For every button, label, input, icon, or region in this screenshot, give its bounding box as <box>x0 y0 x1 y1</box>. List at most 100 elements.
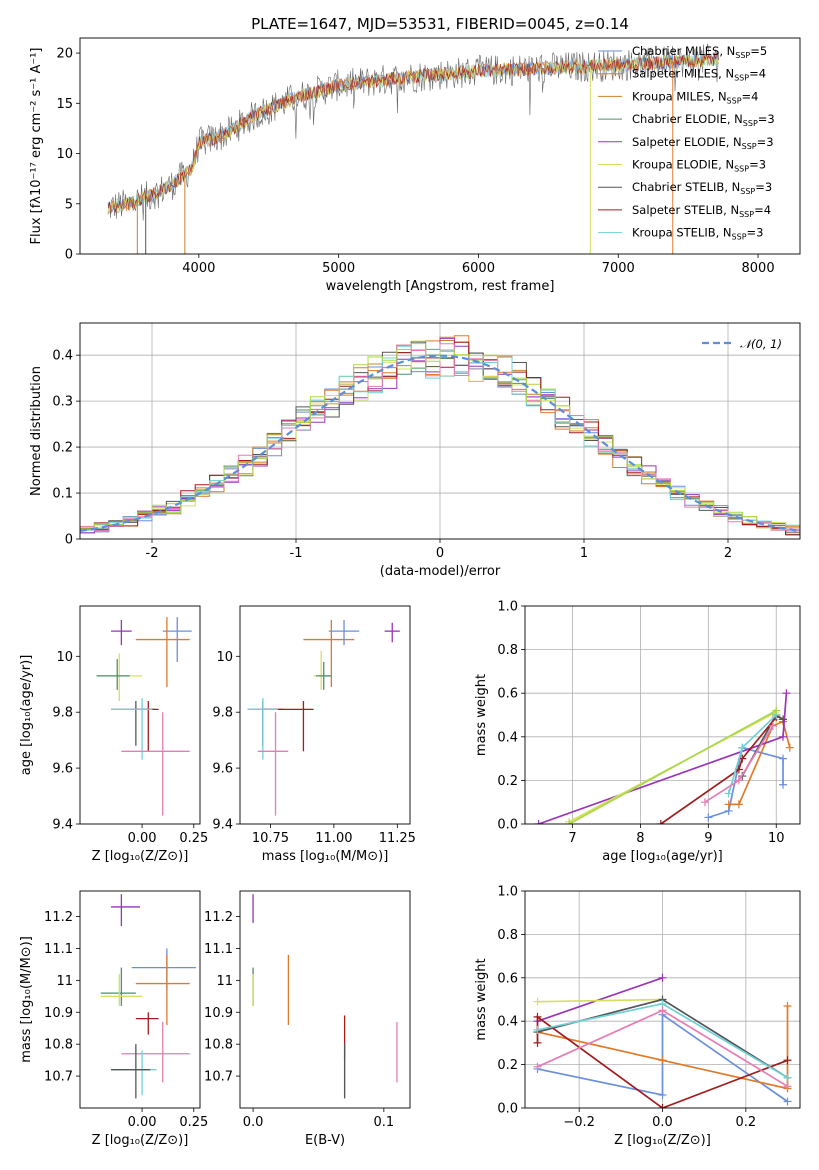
data-point <box>100 973 143 1006</box>
y-tick-label: 11.1 <box>204 942 233 957</box>
series-marker <box>656 820 665 824</box>
series-marker <box>533 1038 542 1047</box>
y-tick-label: 10.8 <box>204 1038 233 1053</box>
y-tick-label: 10.9 <box>204 1006 233 1021</box>
x-tick-label: 5000 <box>322 261 355 276</box>
series-marker <box>783 1002 792 1011</box>
legend-entry: Salpeter STELIB, NSSP=4 <box>632 203 771 219</box>
data-point <box>257 712 289 816</box>
x-tick-label: -1 <box>290 546 303 561</box>
data-point <box>135 1012 159 1035</box>
axes-frame <box>524 605 801 825</box>
plot-area-weight_vs_age <box>525 606 800 824</box>
y-tick-label: 11 <box>216 974 233 989</box>
axes-frame <box>79 890 201 1109</box>
legend-entry: Kroupa MILES, NSSP=4 <box>632 89 758 105</box>
series-marker <box>783 1056 792 1065</box>
series-marker <box>779 754 788 763</box>
series-marker <box>779 780 788 789</box>
series-marker <box>738 743 747 752</box>
x-axis-label: age [log₁₀(age/yr)] <box>602 849 723 864</box>
y-tick-label: 1.0 <box>497 600 518 615</box>
x-tick-label: 11.00 <box>315 831 352 846</box>
data-point <box>111 1044 151 1099</box>
series-marker <box>772 706 781 715</box>
y-tick-label: 10.7 <box>204 1070 233 1085</box>
series-marker <box>734 800 743 809</box>
axes-spectrum: 4000 5000 6000 7000 8000 0 5 10 15 20 wavelength [… <box>29 15 801 294</box>
x-tick-label: 8000 <box>742 261 775 276</box>
data-point <box>135 701 159 752</box>
plot-area-weight_vs_Z <box>525 891 800 1108</box>
data-point <box>384 622 400 643</box>
series-marker <box>724 800 733 809</box>
y-tick-label: 10 <box>56 147 73 162</box>
series-marker <box>785 743 794 752</box>
legend: 𝒩(0, 1) <box>702 337 782 351</box>
series-marker <box>779 715 788 724</box>
legend-entry: Salpeter MILES, NSSP=4 <box>632 67 766 83</box>
plot-area-spectrum <box>107 43 719 254</box>
x-tick-label: 10.75 <box>252 831 289 846</box>
data-point <box>328 619 360 646</box>
series-line <box>537 998 663 1003</box>
y-tick-label: 0.8 <box>497 643 518 658</box>
x-tick-label: 1 <box>580 546 588 561</box>
x-tick-label: 2 <box>724 546 732 561</box>
x-tick-label: 0.1 <box>374 1115 395 1130</box>
data-point <box>313 650 332 690</box>
x-axis-label: Z [log₁₀(Z/Z⊙)] <box>92 1133 189 1148</box>
data-point <box>262 701 314 752</box>
x-tick-label: 9 <box>704 831 712 846</box>
x-tick-label: 0 <box>436 546 444 561</box>
series-marker <box>658 1056 667 1065</box>
series-line <box>660 716 777 824</box>
y-tick-label: 0.2 <box>497 1058 518 1073</box>
series-line <box>537 976 663 1023</box>
data-point <box>100 967 136 1006</box>
y-tick-label: 11.2 <box>204 910 233 925</box>
series-marker <box>783 1097 792 1106</box>
x-axis-label: wavelength [Angstrom, rest frame] <box>326 279 555 294</box>
y-tick-label: 11 <box>56 974 73 989</box>
x-tick-label: 0.00 <box>128 831 157 846</box>
series-marker <box>768 721 777 730</box>
series-marker <box>658 1090 667 1099</box>
y-tick-label: 9.4 <box>52 818 73 833</box>
y-tick-label: 0.4 <box>497 730 518 745</box>
y-tick-label: 11.2 <box>44 910 73 925</box>
series-marker <box>734 776 743 785</box>
y-tick-label: 9.8 <box>212 706 233 721</box>
series-line <box>538 693 788 824</box>
legend: Chabrier MILES, NSSP=5 Salpeter MILES, NS… <box>598 44 775 242</box>
x-axis-label: Z [log₁₀(Z/Z⊙)] <box>92 849 189 864</box>
axes-frame <box>239 890 411 1109</box>
x-tick-label: 7 <box>568 831 576 846</box>
plot-area-mass_vs_EBV <box>252 894 398 1099</box>
axes-frame <box>79 322 801 540</box>
data-point <box>96 653 143 702</box>
series-marker <box>565 820 574 824</box>
x-tick-label: 0.2 <box>735 1115 756 1130</box>
data-point <box>121 1021 190 1083</box>
data-point <box>121 712 190 816</box>
spectrum-line <box>107 52 719 213</box>
x-tick-label: 4000 <box>182 261 215 276</box>
axes-weight_vs_Z: −0.2 0.0 0.2 0.0 0.2 0.4 0.6 0.8 1.0 Z [log₁₀(Z/Z… <box>474 885 801 1148</box>
series-marker <box>783 1073 792 1082</box>
series-marker <box>658 1104 667 1108</box>
x-tick-label: 0.25 <box>179 1115 208 1130</box>
y-tick-label: 11.1 <box>44 942 73 957</box>
series-line <box>568 709 777 824</box>
series-marker <box>704 813 713 822</box>
x-axis-label: E(B-V) <box>305 1133 345 1148</box>
y-tick-label: 0.2 <box>497 774 518 789</box>
series-marker <box>700 798 709 807</box>
histogram-step <box>80 345 800 531</box>
series-line <box>537 1013 788 1103</box>
y-tick-label: 1.0 <box>497 885 518 900</box>
plot-area-age_vs_Z <box>96 617 192 816</box>
legend-entry: 𝒩(0, 1) <box>740 337 782 351</box>
axes-frame <box>79 37 801 255</box>
